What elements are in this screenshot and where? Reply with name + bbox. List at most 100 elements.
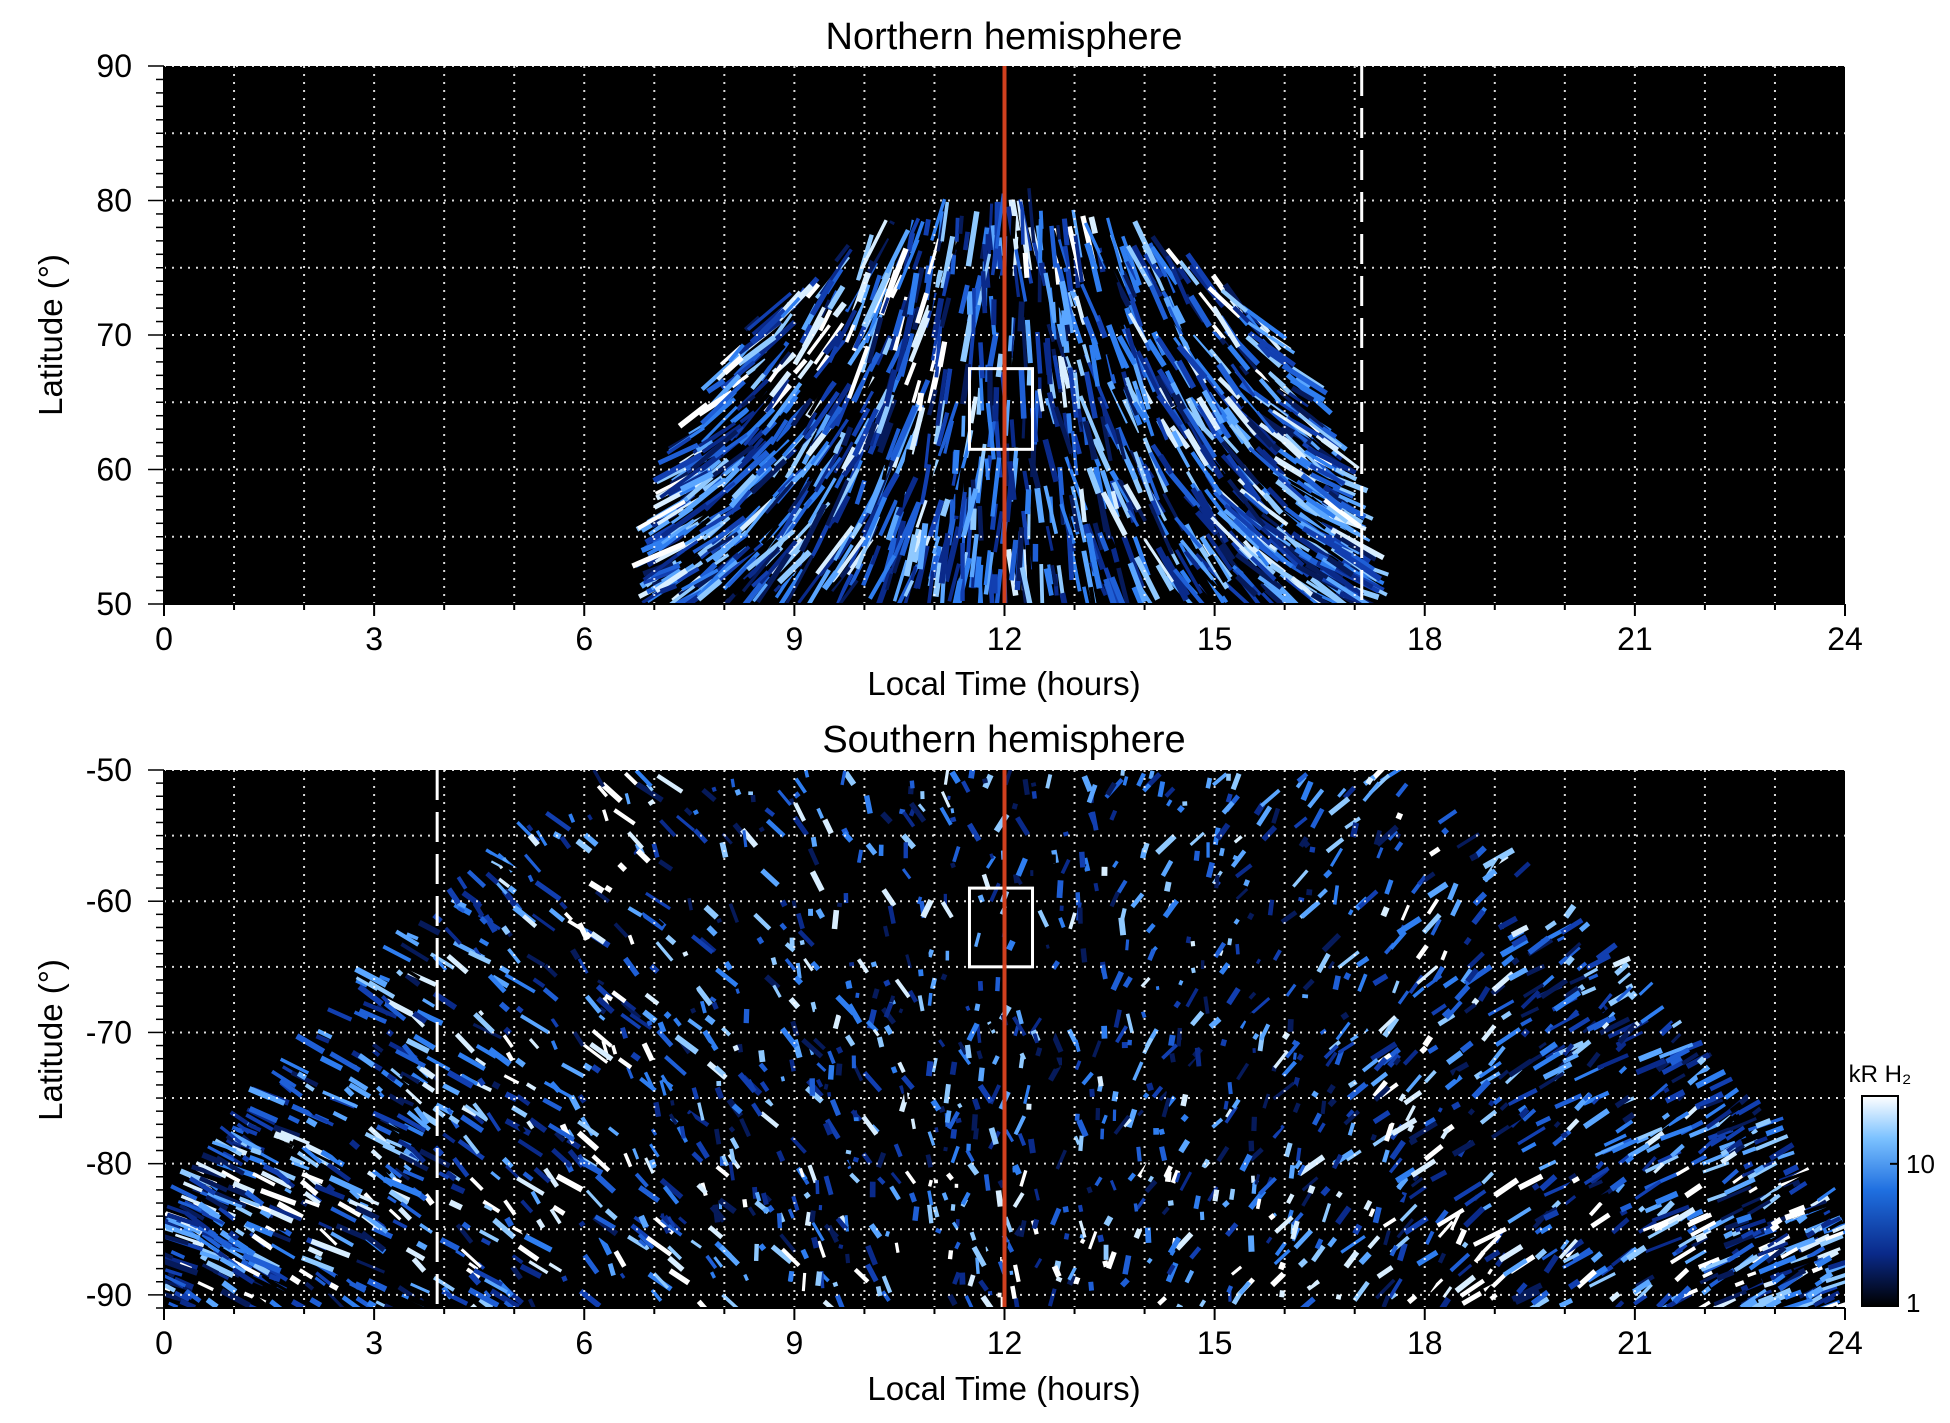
emission-streak bbox=[904, 1170, 917, 1185]
emission-streak bbox=[722, 981, 739, 997]
emission-streak bbox=[473, 1268, 504, 1287]
emission-streak bbox=[1190, 967, 1196, 974]
emission-streak bbox=[384, 1163, 403, 1179]
emission-streak bbox=[1243, 879, 1251, 887]
emission-streak bbox=[304, 1198, 320, 1208]
emission-streak bbox=[644, 992, 660, 1006]
emission-streak bbox=[721, 1026, 732, 1037]
emission-streak bbox=[1205, 777, 1213, 789]
emission-streak bbox=[1306, 1047, 1317, 1068]
emission-streak bbox=[1173, 1000, 1181, 1009]
emission-streak bbox=[701, 787, 717, 803]
emission-streak bbox=[1729, 1117, 1757, 1132]
emission-streak bbox=[910, 304, 932, 349]
emission-streak bbox=[1013, 873, 1021, 884]
emission-streak bbox=[1232, 854, 1239, 861]
emission-streak bbox=[1301, 1176, 1319, 1192]
emission-streak bbox=[967, 1162, 980, 1176]
emission-streak bbox=[790, 1136, 807, 1154]
emission-streak bbox=[1358, 1251, 1372, 1266]
emission-streak bbox=[490, 1170, 501, 1181]
emission-streak bbox=[1608, 1011, 1616, 1019]
emission-streak bbox=[416, 1240, 428, 1251]
emission-streak bbox=[1534, 875, 1561, 894]
emission-streak bbox=[1671, 1019, 1683, 1029]
emission-streak bbox=[332, 1110, 348, 1122]
emission-streak bbox=[315, 1034, 330, 1044]
emission-streak bbox=[515, 1057, 526, 1068]
emission-streak bbox=[807, 1164, 818, 1184]
emission-streak bbox=[242, 1252, 282, 1274]
emission-streak bbox=[1517, 1126, 1546, 1146]
emission-streak bbox=[461, 1105, 478, 1117]
emission-streak bbox=[894, 1242, 900, 1253]
emission-streak bbox=[977, 1084, 994, 1104]
emission-streak bbox=[938, 533, 952, 584]
emission-streak bbox=[1259, 1023, 1271, 1041]
emission-streak bbox=[1424, 1069, 1437, 1084]
emission-streak bbox=[1373, 1056, 1388, 1072]
emission-streak bbox=[1034, 487, 1045, 523]
emission-streak bbox=[646, 1020, 653, 1027]
emission-streak bbox=[740, 394, 756, 408]
emission-streak bbox=[643, 1244, 650, 1251]
emission-streak bbox=[1721, 1168, 1740, 1185]
emission-streak bbox=[1819, 1233, 1844, 1248]
emission-streak bbox=[1281, 363, 1328, 396]
emission-streak bbox=[179, 1299, 197, 1308]
emission-streak bbox=[1642, 1217, 1671, 1232]
emission-streak bbox=[735, 988, 740, 994]
emission-streak bbox=[1073, 234, 1085, 283]
emission-streak bbox=[734, 788, 742, 796]
emission-streak bbox=[1759, 1184, 1783, 1202]
emission-streak bbox=[937, 401, 959, 457]
emission-streak bbox=[551, 1147, 573, 1169]
emission-streak bbox=[1103, 567, 1121, 604]
x-tick-label: 24 bbox=[1827, 1325, 1863, 1361]
emission-streak bbox=[964, 1044, 972, 1059]
emission-streak bbox=[1725, 1125, 1746, 1141]
emission-streak bbox=[1440, 950, 1448, 961]
emission-streak bbox=[1188, 263, 1226, 309]
emission-streak bbox=[1740, 1229, 1755, 1240]
emission-streak bbox=[466, 869, 487, 889]
emission-streak bbox=[531, 940, 547, 955]
emission-streak bbox=[259, 1188, 297, 1206]
emission-streak bbox=[715, 967, 739, 988]
emission-streak bbox=[547, 1122, 576, 1142]
emission-streak bbox=[1229, 423, 1251, 446]
emission-streak bbox=[943, 420, 955, 454]
y-tick-label: 80 bbox=[96, 183, 132, 219]
emission-streak bbox=[1266, 875, 1277, 893]
emission-streak bbox=[1449, 1061, 1470, 1076]
emission-streak bbox=[1709, 1133, 1727, 1147]
emission-streak bbox=[677, 402, 710, 429]
emission-streak bbox=[980, 271, 988, 314]
emission-streak bbox=[270, 1243, 296, 1260]
emission-streak bbox=[218, 1206, 236, 1222]
emission-streak bbox=[1398, 1093, 1406, 1102]
emission-streak bbox=[456, 875, 468, 890]
emission-streak bbox=[1389, 1139, 1406, 1161]
emission-streak bbox=[1013, 1264, 1021, 1283]
emission-streak bbox=[978, 1019, 991, 1034]
emission-streak bbox=[1160, 859, 1174, 877]
emission-streak bbox=[498, 965, 511, 975]
emission-streak bbox=[510, 1265, 523, 1281]
emission-streak bbox=[764, 480, 795, 515]
emission-streak bbox=[596, 785, 609, 798]
emission-streak bbox=[602, 809, 609, 822]
emission-streak bbox=[1431, 1003, 1447, 1016]
emission-streak bbox=[731, 1103, 743, 1115]
emission-streak bbox=[949, 770, 961, 784]
emission-streak bbox=[1297, 1258, 1308, 1268]
emission-streak bbox=[1052, 326, 1069, 368]
emission-streak bbox=[758, 539, 798, 585]
emission-streak bbox=[1290, 1220, 1300, 1240]
emission-streak bbox=[754, 552, 792, 604]
emission-streak bbox=[1140, 1011, 1147, 1019]
emission-streak bbox=[1670, 1032, 1682, 1044]
emission-streak bbox=[1122, 1061, 1129, 1068]
emission-streak bbox=[385, 1138, 403, 1149]
